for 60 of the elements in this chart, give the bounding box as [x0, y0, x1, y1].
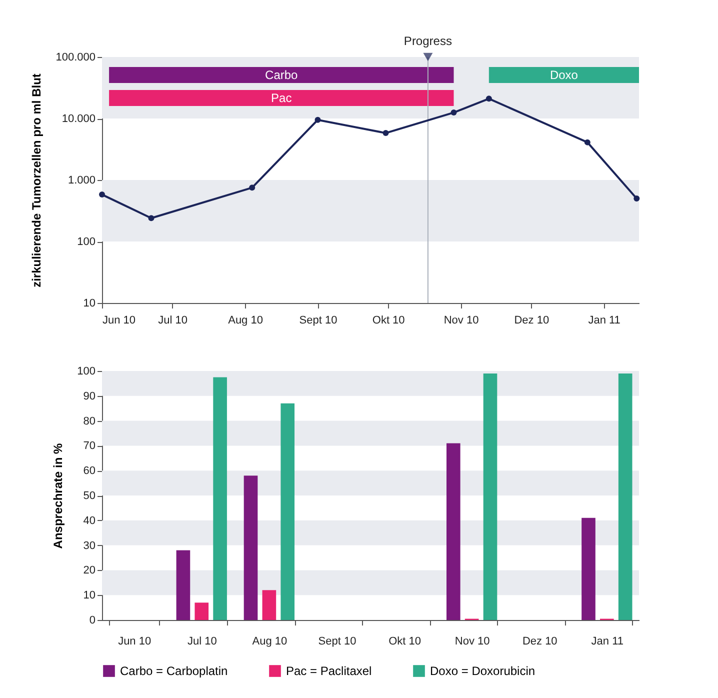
y-tick-label: 20: [83, 564, 96, 577]
y-tick-label: 0: [89, 614, 96, 626]
y-tick-label: 1.000: [68, 174, 96, 186]
y-tick-label: 100.000: [56, 52, 96, 64]
bar: [582, 518, 596, 620]
y-tick-label: 10.000: [62, 113, 96, 125]
x-tick-label: Dez 10: [514, 314, 550, 326]
x-tick-label: Jul 10: [187, 636, 217, 648]
band-label: Doxo: [550, 68, 578, 82]
y-axis-title: Ansprechrate in %: [51, 442, 66, 549]
x-tick-label: Sept 10: [299, 314, 338, 326]
bar: [244, 476, 258, 620]
x-tick-label: Aug 10: [228, 314, 263, 326]
y-tick-label: 10: [83, 298, 96, 310]
x-tick-label: Jul 10: [158, 314, 188, 326]
legend-label: Carbo = Carboplatin: [120, 664, 228, 678]
legend-label: Pac = Paclitaxel: [286, 664, 372, 678]
bar: [262, 590, 276, 620]
bar: [446, 443, 460, 620]
point: [99, 192, 105, 198]
point: [486, 96, 492, 102]
point: [249, 184, 256, 191]
legend-label: Doxo = Doxorubicin: [430, 664, 536, 678]
point: [148, 215, 154, 222]
y-tick-label: 50: [83, 490, 96, 502]
point: [382, 130, 389, 136]
ref-line-label: Progress: [404, 34, 452, 48]
y-tick-label: 90: [83, 390, 96, 402]
point: [634, 196, 640, 202]
y-tick-label: 70: [83, 440, 96, 452]
bar: [618, 373, 632, 620]
x-tick-label: Jan 11: [588, 314, 620, 326]
y-tick-label: 100: [77, 366, 96, 378]
x-tick-label: Okt 10: [372, 314, 405, 326]
x-tick-label: Nov 10: [444, 314, 479, 326]
bar: [213, 377, 227, 620]
x-tick-label: Nov 10: [454, 636, 490, 648]
y-tick-label: 100: [77, 236, 96, 248]
y-axis-title: zirkulierende Tumorzellen pro ml Blut: [30, 74, 44, 288]
x-tick-label: Jun 10: [118, 636, 152, 648]
band-label: Pac: [271, 91, 292, 105]
y-tick-label: 80: [83, 415, 96, 428]
x-tick-label: Dez 10: [522, 636, 558, 648]
y-tick-label: 10: [83, 590, 96, 602]
point: [314, 116, 321, 123]
x-tick-label: Jan 11: [591, 636, 624, 648]
y-tick-label: 30: [83, 540, 96, 552]
bar: [483, 373, 498, 620]
x-tick-label: Okt 10: [388, 636, 421, 648]
x-tick-label: Jun 10: [102, 314, 136, 326]
x-tick-label: Aug 10: [252, 636, 288, 648]
bar: [176, 550, 190, 620]
x-tick-label: Sept 10: [318, 636, 356, 648]
bar: [194, 602, 209, 620]
point: [584, 139, 590, 146]
y-tick-label: 40: [83, 514, 96, 527]
band-label: Carbo: [265, 68, 298, 82]
bar: [280, 403, 295, 620]
y-tick-label: 60: [83, 465, 96, 478]
point: [450, 110, 457, 116]
